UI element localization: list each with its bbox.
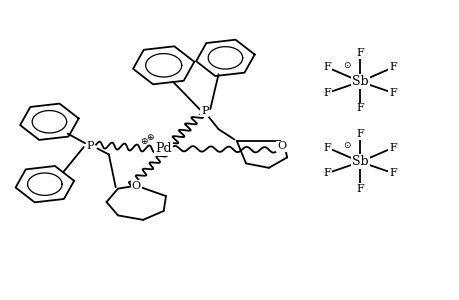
Text: ⊙: ⊙ [342,141,350,150]
Text: ⊙: ⊙ [342,61,350,70]
Text: O: O [131,181,140,191]
Text: F: F [388,62,396,72]
Text: P: P [87,140,94,151]
Text: F: F [356,48,364,59]
Text: F: F [388,142,396,153]
Text: F: F [323,88,330,98]
Text: Sb: Sb [351,155,368,168]
Text: F: F [323,168,330,178]
Text: P: P [201,106,208,116]
Text: O: O [276,141,285,152]
Text: F: F [356,103,364,113]
Text: F: F [323,62,330,72]
Text: Pd: Pd [155,142,172,155]
Text: F: F [388,88,396,98]
Text: Sb: Sb [351,75,368,88]
Text: F: F [356,129,364,139]
Text: F: F [323,142,330,153]
Text: ⊕: ⊕ [146,133,153,142]
Text: ⊕: ⊕ [140,137,147,146]
Text: F: F [388,168,396,178]
Text: F: F [356,184,364,194]
